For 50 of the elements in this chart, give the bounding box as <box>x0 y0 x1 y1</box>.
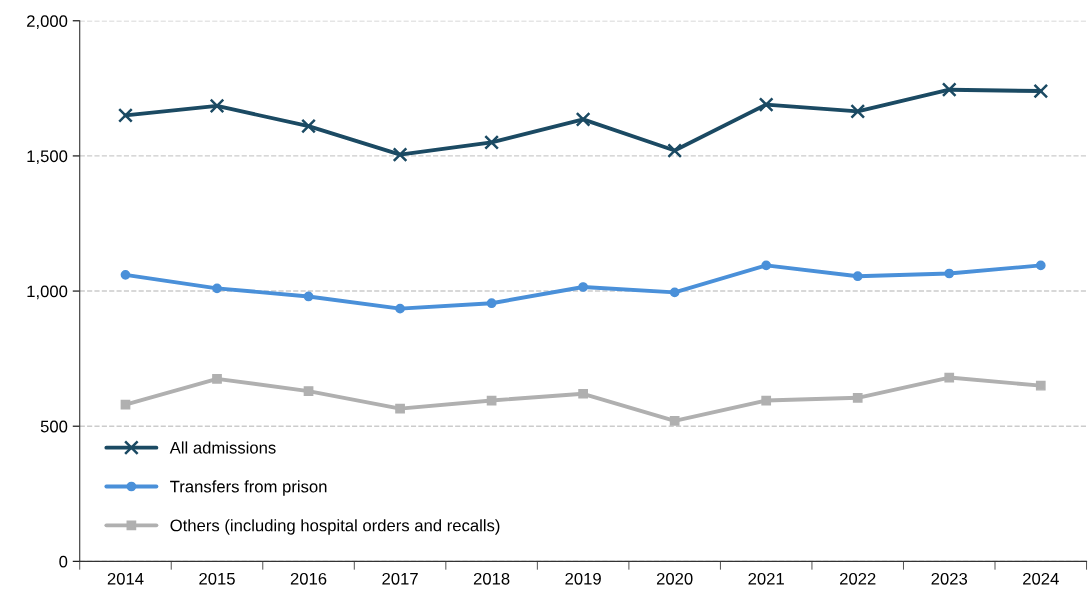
legend-label: Others (including hospital orders and recalls) <box>170 519 500 535</box>
point <box>850 103 866 119</box>
legend-label: All admissions <box>169 441 276 454</box>
point <box>852 392 863 403</box>
point <box>484 134 500 150</box>
point <box>392 147 408 163</box>
point <box>669 415 680 426</box>
point <box>761 260 772 271</box>
point <box>303 291 314 302</box>
point <box>944 372 955 383</box>
point <box>852 271 863 282</box>
point <box>120 269 131 280</box>
point <box>944 268 955 279</box>
x-tick-label: 2017 <box>382 572 418 585</box>
x-tick-label: 2014 <box>107 572 144 585</box>
y-tick-label: 1,500 <box>27 150 68 165</box>
point <box>578 388 588 399</box>
x-tick-label: 2022 <box>840 572 876 585</box>
point <box>1035 260 1046 271</box>
point <box>395 303 405 314</box>
point <box>1033 83 1049 99</box>
x-tick-label: 2021 <box>748 572 784 585</box>
point <box>1035 380 1046 391</box>
x-tick-label: 2020 <box>656 572 693 585</box>
y-tick-label: 1,000 <box>27 285 68 300</box>
point <box>575 111 591 127</box>
point <box>303 386 314 396</box>
y-tick-label: 2,000 <box>27 15 68 29</box>
x-tick-label: 2023 <box>931 572 968 585</box>
point <box>761 395 772 406</box>
x-tick-label: 2018 <box>473 572 510 585</box>
point <box>667 143 683 159</box>
point <box>578 282 588 292</box>
point <box>212 374 222 384</box>
point <box>395 403 405 414</box>
y-tick-label: 500 <box>40 420 68 433</box>
point <box>117 107 133 123</box>
point <box>212 283 222 294</box>
y-tick-label: 0 <box>59 555 68 568</box>
point <box>486 298 497 309</box>
point <box>301 118 317 134</box>
point <box>758 97 774 113</box>
x-tick-label: 2024 <box>1023 572 1059 585</box>
x-tick-label: 2016 <box>290 572 327 585</box>
point <box>209 98 225 114</box>
x-tick-label: 2019 <box>565 572 601 585</box>
point <box>669 287 680 298</box>
x-tick-label: 2015 <box>199 572 235 585</box>
point <box>941 82 957 98</box>
legend-label: Transfers from prison <box>170 480 327 496</box>
